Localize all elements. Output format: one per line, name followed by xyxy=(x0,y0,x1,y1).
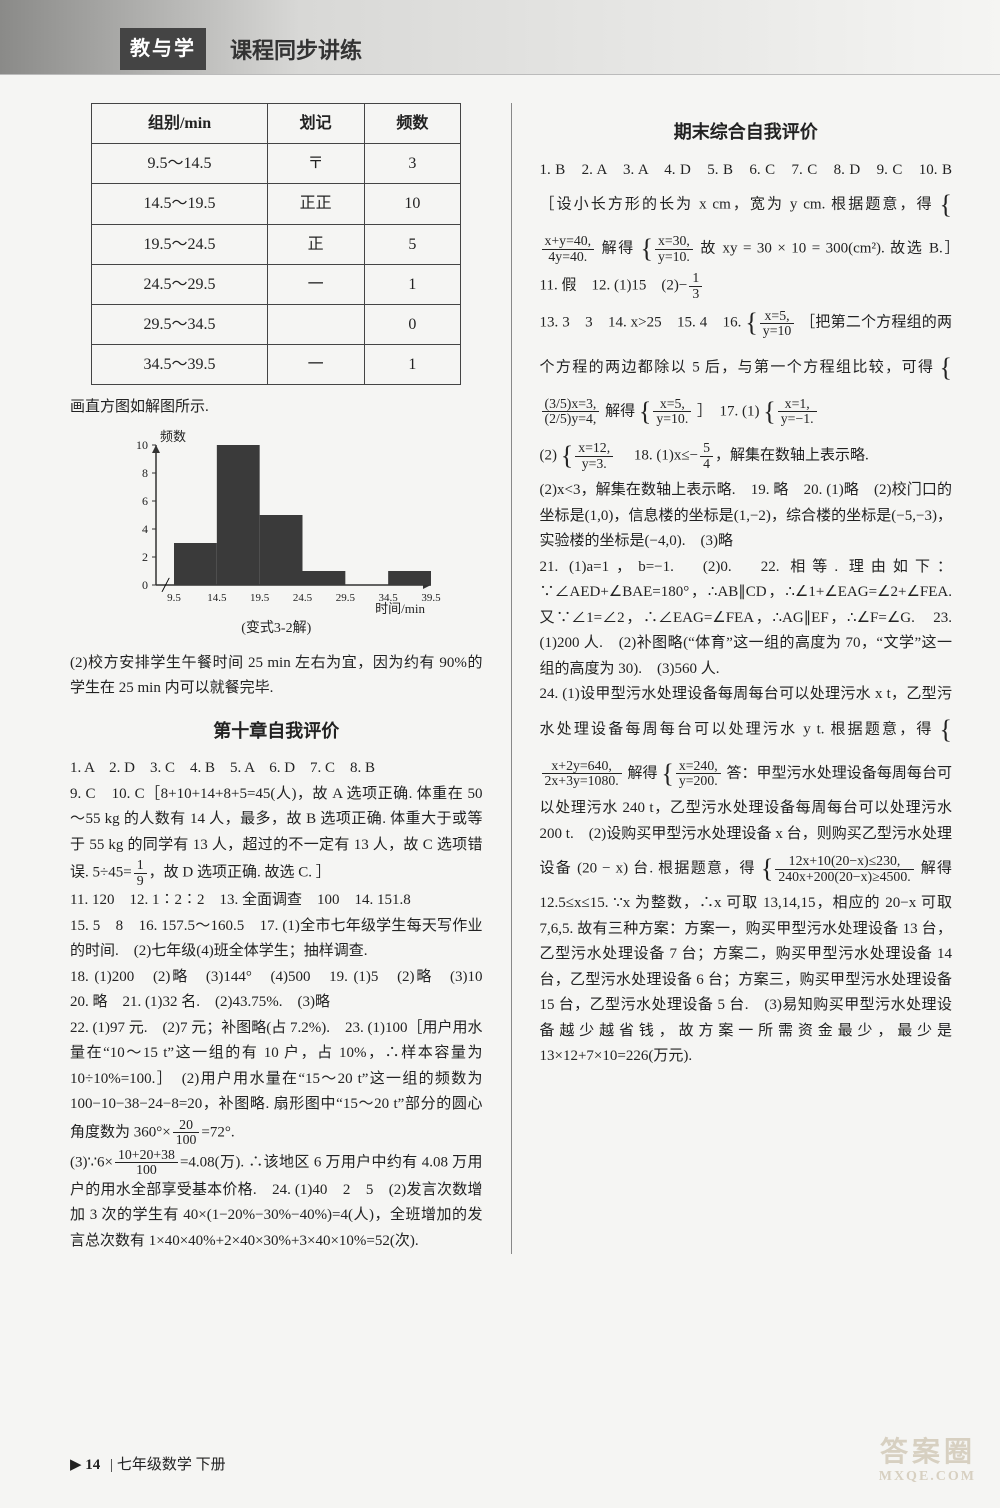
svg-text:╱: ╱ xyxy=(161,577,170,592)
th-freq: 频数 xyxy=(364,104,461,144)
final-answers: 1. B 2. A 3. A 4. D 5. B 6. C 7. C 8. D … xyxy=(540,158,953,1070)
footer-text: 七年级数学 下册 xyxy=(117,1457,226,1473)
table-header-row: 组别/min 划记 频数 xyxy=(92,104,461,144)
frac-5-4: 54 xyxy=(700,441,713,471)
watermark-main: 答案圈 xyxy=(880,1437,976,1468)
section-final-title: 期末综合自我评价 xyxy=(540,117,953,148)
page-footer: ▶ 14 | 七年级数学 下册 xyxy=(70,1453,226,1479)
svg-text:8: 8 xyxy=(142,466,148,480)
table-row: 24.5～29.5一1 xyxy=(92,264,461,304)
table-row: 19.5～24.5正5 xyxy=(92,224,461,264)
content-columns: 组别/min 划记 频数 9.5～14.5〒3 14.5～19.5正正10 19… xyxy=(0,75,1000,1274)
frequency-table: 组别/min 划记 频数 9.5～14.5〒3 14.5～19.5正正10 19… xyxy=(91,103,461,385)
sys-10: 12x+10(20−x)≤230,240x+200(20−x)≥4500. xyxy=(775,854,913,884)
svg-text:29.5: 29.5 xyxy=(336,592,356,604)
sys-3: x=5,y=10 xyxy=(760,309,794,339)
frac-20-100: 20100 xyxy=(173,1118,200,1148)
frac-sum-100: 10+20+38100 xyxy=(115,1148,178,1178)
page-number: 14 xyxy=(85,1457,100,1473)
th-tally: 划记 xyxy=(267,104,364,144)
hist-sub-caption: (变式3-2解) xyxy=(70,617,483,641)
table-row: 29.5～34.50 xyxy=(92,304,461,344)
watermark-sub: MXQE.COM xyxy=(879,1469,976,1484)
sys-5: x=5,y=10. xyxy=(653,397,691,427)
svg-text:10: 10 xyxy=(136,438,148,452)
sys-9: x=240,y=200. xyxy=(676,759,721,789)
column-divider xyxy=(511,103,512,1254)
svg-text:频数: 频数 xyxy=(160,429,186,444)
left-note-2: (2)校方安排学生午餐时间 25 min 左右为宜，因为约有 90%的学生在 2… xyxy=(70,651,483,702)
histogram-svg: 0246810╱9.514.519.524.529.534.539.5频数时间/… xyxy=(111,427,441,617)
sys-4: (3/5)x=3,(2/5)y=4, xyxy=(542,397,600,427)
table-row: 9.5～14.5〒3 xyxy=(92,144,461,184)
sys-7: x=12,y=3. xyxy=(575,441,613,471)
header-badge: 教与学 xyxy=(120,28,206,70)
svg-text:6: 6 xyxy=(142,494,148,508)
section-ch10-title: 第十章自我评价 xyxy=(70,716,483,747)
table-row: 34.5～39.5一1 xyxy=(92,345,461,385)
histogram-chart: 0246810╱9.514.519.524.529.534.539.5频数时间/… xyxy=(70,427,483,641)
header-title: 课程同步讲练 xyxy=(230,38,362,63)
frac-1-9: 19 xyxy=(134,858,147,888)
svg-text:24.5: 24.5 xyxy=(293,592,313,604)
svg-text:0: 0 xyxy=(142,578,148,592)
sys-2: x=30,y=10. xyxy=(655,234,693,264)
svg-text:2: 2 xyxy=(142,550,148,564)
sys-8: x+2y=640,2x+3y=1080. xyxy=(542,759,622,789)
watermark: 答案圈 MXQE.COM xyxy=(879,1438,976,1484)
sys-6: x=1,y=−1. xyxy=(778,397,817,427)
sys-1: x+y=40,4y=40. xyxy=(542,234,595,264)
right-column: 期末综合自我评价 1. B 2. A 3. A 4. D 5. B 6. C 7… xyxy=(540,103,953,1254)
svg-text:4: 4 xyxy=(142,522,148,536)
svg-text:19.5: 19.5 xyxy=(250,592,270,604)
ch10-answers: 1. A 2. D 3. C 4. B 5. A 6. D 7. C 8. B … xyxy=(70,756,483,1254)
svg-text:时间/min: 时间/min xyxy=(375,601,425,616)
th-group: 组别/min xyxy=(92,104,268,144)
hist-caption: 画直方图如解图所示. xyxy=(70,395,483,421)
table-row: 14.5～19.5正正10 xyxy=(92,184,461,224)
page-header: 教与学 课程同步讲练 xyxy=(0,0,1000,75)
frac-1-3: 13 xyxy=(689,271,702,301)
left-column: 组别/min 划记 频数 9.5～14.5〒3 14.5～19.5正正10 19… xyxy=(70,103,483,1254)
svg-text:14.5: 14.5 xyxy=(207,592,227,604)
svg-text:9.5: 9.5 xyxy=(167,592,181,604)
